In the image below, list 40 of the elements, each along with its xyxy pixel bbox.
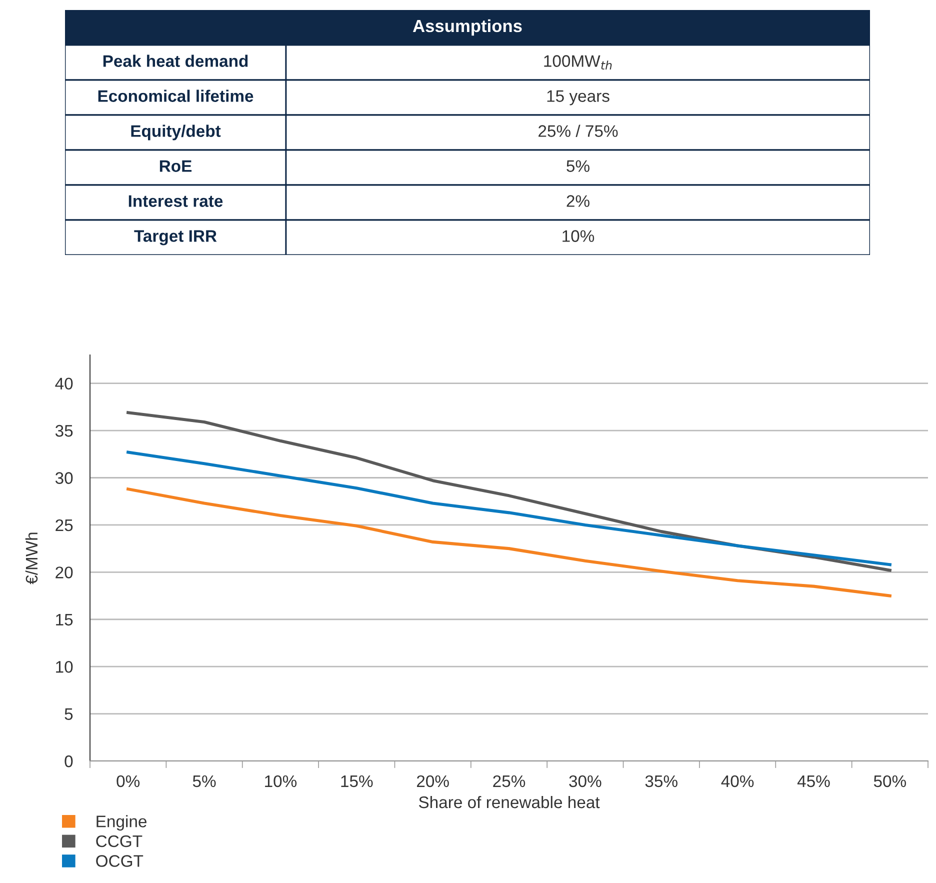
y-tick-label: 5	[64, 708, 73, 720]
y-tick-label: 25	[56, 519, 73, 532]
x-tick-label: 45%	[797, 775, 830, 788]
text: 5%	[566, 160, 590, 172]
y-tick-label: 30	[55, 472, 73, 484]
y-axis-title: €/MWh	[25, 532, 38, 584]
text: Target IRR	[134, 230, 217, 246]
text: 15 years	[547, 90, 610, 106]
text: Assumptions	[412, 19, 522, 36]
x-tick-label: 50%	[874, 775, 906, 788]
line-series	[126, 488, 892, 598]
y-tick-label: 0	[64, 755, 73, 768]
y-tick-label: 40	[55, 378, 73, 390]
text: Interest rate	[128, 195, 223, 207]
line-series	[126, 450, 892, 566]
x-tick-label: 30%	[569, 775, 602, 788]
text: 100MW$_{th}$	[544, 55, 612, 70]
x-tick-label: 0%	[116, 775, 140, 788]
legend-label: CCGT	[96, 835, 142, 848]
x-tick-label: 25%	[493, 775, 526, 788]
x-axis-title: Share of renewable heat	[418, 796, 600, 808]
legend-label: OCGT	[96, 855, 144, 867]
x-tick-label: 15%	[341, 775, 373, 788]
text: 2%	[566, 195, 590, 207]
y-tick-label: 15	[56, 614, 73, 626]
x-tick-label: 40%	[721, 775, 754, 788]
x-tick-label: 20%	[416, 775, 449, 788]
legend-label: Engine	[96, 815, 146, 831]
text: Peak heat demand	[103, 54, 248, 67]
text: Equity/debt	[131, 124, 221, 140]
y-tick-label: 10	[56, 660, 73, 673]
y-tick-label: 20	[56, 566, 73, 578]
text: 25% / 75%	[538, 124, 618, 137]
y-tick-label: 35	[55, 424, 73, 437]
text: 10%	[562, 230, 594, 242]
x-tick-label: 10%	[265, 775, 297, 788]
x-tick-label: 5%	[192, 775, 216, 788]
text: Economical lifetime	[98, 90, 254, 102]
x-tick-label: 35%	[645, 775, 678, 788]
text: RoE	[160, 160, 192, 172]
